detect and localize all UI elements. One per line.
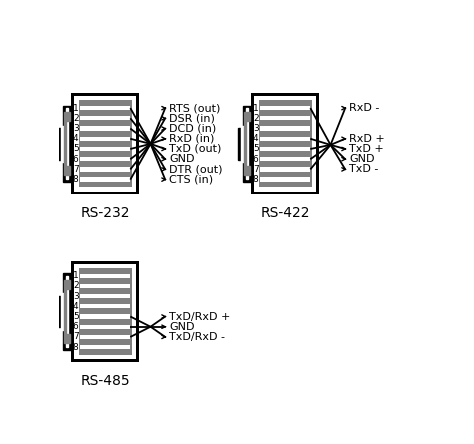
Text: 6: 6	[253, 155, 258, 164]
Polygon shape	[238, 106, 251, 182]
Bar	[80, 314, 130, 319]
Bar	[71, 93, 139, 194]
Text: TxD/RxD -: TxD/RxD -	[169, 332, 225, 342]
Polygon shape	[58, 106, 71, 182]
Text: TxD -: TxD -	[349, 164, 379, 174]
Bar	[80, 106, 130, 110]
Bar	[80, 137, 130, 141]
Bar	[80, 157, 130, 161]
Bar	[80, 284, 130, 288]
Polygon shape	[58, 273, 71, 350]
Bar	[80, 127, 130, 131]
Text: 7: 7	[73, 333, 79, 341]
Text: RS-422: RS-422	[260, 206, 310, 220]
Text: RS-232: RS-232	[81, 206, 130, 220]
Polygon shape	[241, 108, 248, 179]
Bar	[80, 178, 130, 182]
Bar	[80, 116, 130, 120]
Bar	[74, 264, 136, 359]
Text: 6: 6	[73, 155, 79, 164]
Text: GND: GND	[169, 322, 195, 332]
Text: RS-485: RS-485	[81, 374, 130, 388]
Text: 5: 5	[73, 312, 79, 321]
Bar	[80, 147, 130, 151]
Text: DCD (in): DCD (in)	[169, 123, 217, 134]
Text: 3: 3	[253, 124, 258, 133]
Text: 1: 1	[253, 103, 258, 113]
Text: 3: 3	[73, 292, 79, 301]
Polygon shape	[64, 112, 71, 175]
Bar	[260, 127, 310, 131]
Bar	[80, 167, 130, 171]
Bar	[260, 167, 310, 171]
Bar	[79, 100, 132, 187]
Bar	[80, 335, 130, 339]
Text: RxD (in): RxD (in)	[169, 134, 215, 144]
Text: 3: 3	[73, 124, 79, 133]
Text: DSR (in): DSR (in)	[169, 113, 215, 123]
Bar	[80, 274, 130, 278]
Bar	[71, 261, 139, 362]
Text: 5: 5	[73, 144, 79, 154]
Polygon shape	[61, 108, 68, 179]
Text: TxD (out): TxD (out)	[169, 144, 222, 154]
Text: CTS (in): CTS (in)	[169, 174, 213, 185]
Bar	[258, 100, 312, 187]
Text: TxD +: TxD +	[349, 144, 384, 154]
Text: TxD/RxD +: TxD/RxD +	[169, 312, 231, 321]
Bar	[260, 106, 310, 110]
Text: 2: 2	[253, 114, 258, 123]
Text: 7: 7	[73, 165, 79, 174]
Bar	[260, 137, 310, 141]
Bar	[80, 325, 130, 329]
Bar	[260, 147, 310, 151]
Text: 1: 1	[73, 103, 79, 113]
Text: 4: 4	[73, 302, 79, 311]
Bar	[254, 96, 316, 191]
Text: 2: 2	[73, 114, 79, 123]
Text: 8: 8	[253, 175, 258, 184]
Bar	[251, 93, 319, 194]
Text: 6: 6	[73, 322, 79, 331]
Text: 7: 7	[253, 165, 258, 174]
Bar	[80, 304, 130, 309]
Text: RTS (out): RTS (out)	[169, 103, 220, 113]
Text: 5: 5	[253, 144, 258, 154]
Text: 4: 4	[253, 134, 258, 143]
Bar	[79, 268, 132, 355]
Bar	[71, 93, 139, 194]
Text: 8: 8	[73, 175, 79, 184]
Text: 1: 1	[73, 271, 79, 280]
Text: 2: 2	[73, 281, 79, 290]
Text: GND: GND	[169, 154, 195, 164]
Text: 8: 8	[73, 343, 79, 352]
Text: RxD +: RxD +	[349, 134, 385, 144]
Polygon shape	[61, 276, 68, 347]
Polygon shape	[244, 112, 250, 175]
Bar	[251, 93, 319, 194]
Text: DTR (out): DTR (out)	[169, 164, 223, 174]
Bar	[260, 116, 310, 120]
Polygon shape	[64, 280, 71, 343]
Text: 4: 4	[73, 134, 79, 143]
Bar	[80, 345, 130, 349]
Bar	[260, 157, 310, 161]
Bar	[74, 96, 136, 191]
Text: GND: GND	[349, 154, 375, 164]
Bar	[71, 261, 139, 362]
Text: RxD -: RxD -	[349, 103, 380, 113]
Bar	[260, 178, 310, 182]
Bar	[80, 294, 130, 298]
